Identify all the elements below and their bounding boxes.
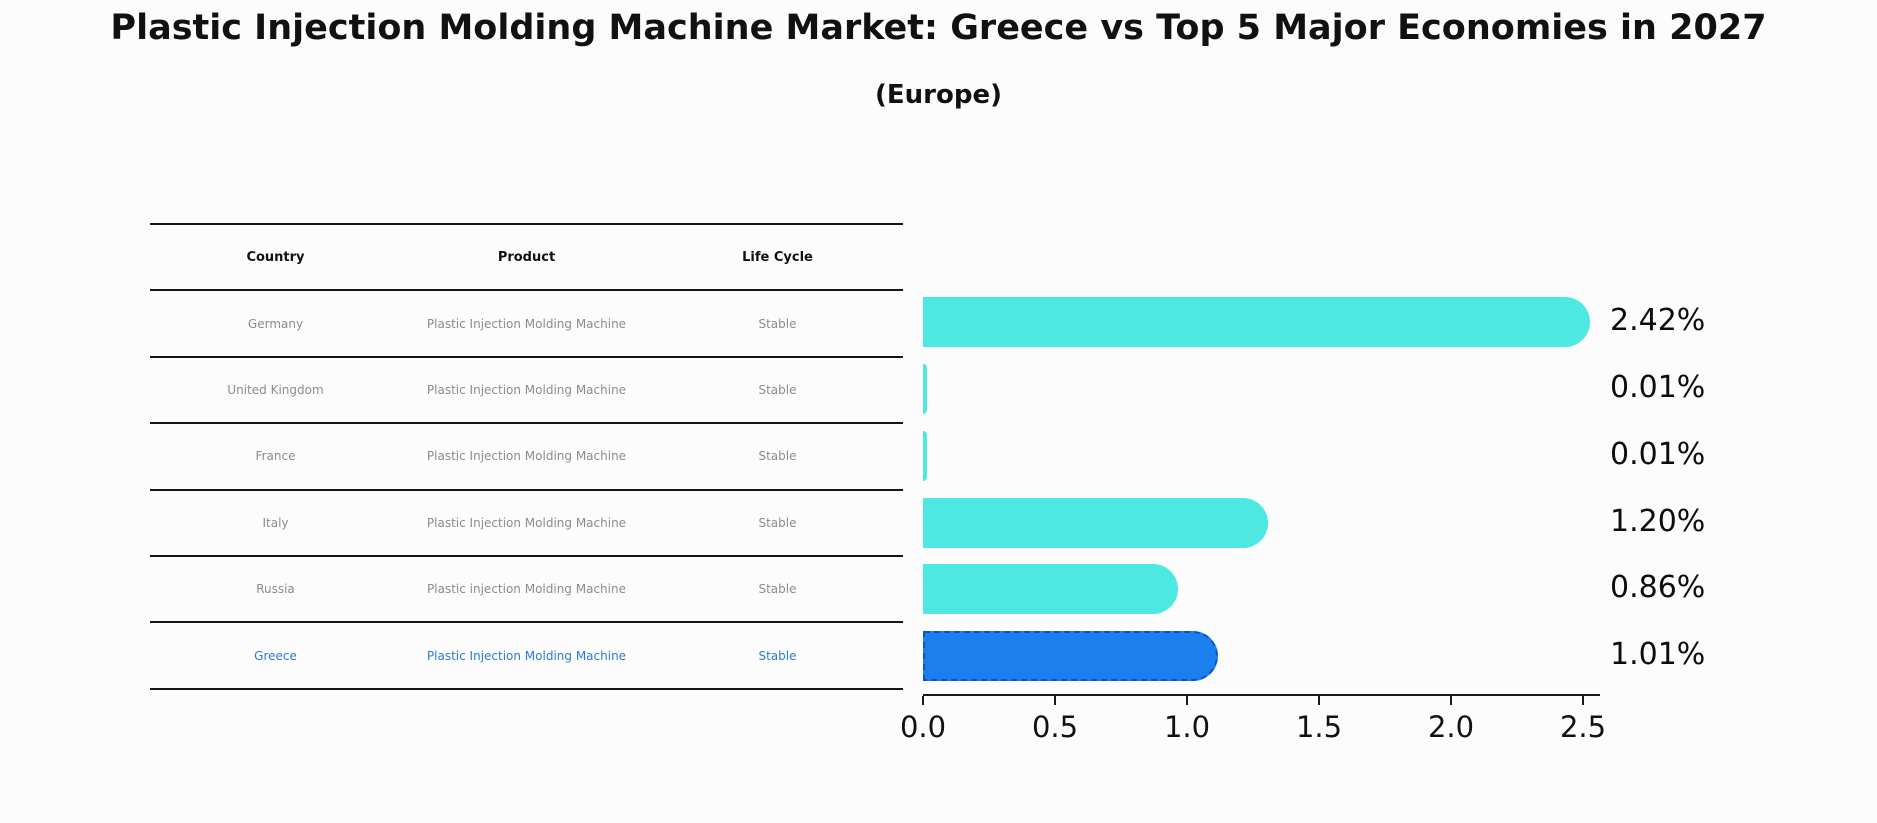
x-axis-tick xyxy=(1582,696,1584,705)
table-row: Russia Plastic injection Molding Machine S… xyxy=(150,554,903,621)
x-axis-tick-label: 1.0 xyxy=(1163,710,1211,744)
bar-russia xyxy=(923,564,1179,614)
market-table: Country Product Life Cycle Germany Plasti… xyxy=(150,223,903,690)
bar-france xyxy=(923,431,927,481)
cell-country: France xyxy=(255,449,296,464)
table-row: Germany Plastic Injection Molding Machine… xyxy=(150,289,903,355)
x-axis-tick xyxy=(922,696,924,705)
cell-lifecycle: Stable xyxy=(758,316,797,331)
cell-lifecycle: Stable xyxy=(758,515,797,530)
cell-country: Greece xyxy=(254,648,297,663)
table-row: United Kingdom Plastic Injection Molding … xyxy=(150,355,903,422)
table-row: France Plastic Injection Molding Machine S… xyxy=(150,422,903,488)
table-row: Greece Plastic Injection Molding Machine S… xyxy=(150,621,903,687)
cell-product: Plastic injection Molding Machine xyxy=(427,582,626,597)
bar-united-kingdom xyxy=(923,364,927,414)
bar-value-label: 1.20% xyxy=(1610,504,1706,539)
table-header-row: Country Product Life Cycle xyxy=(150,223,903,289)
x-axis-tick xyxy=(1318,696,1320,705)
x-axis-tick-label: 2.5 xyxy=(1559,710,1607,744)
cell-lifecycle: Stable xyxy=(758,582,797,597)
cell-country: Germany xyxy=(247,316,304,331)
bar-greece xyxy=(923,631,1218,681)
cell-product: Plastic Injection Molding Machine xyxy=(426,515,627,530)
x-axis-tick xyxy=(1186,696,1188,705)
cell-lifecycle: Stable xyxy=(758,382,797,397)
bar-value-label: 1.01% xyxy=(1610,637,1706,672)
cell-lifecycle: Stable xyxy=(758,648,797,663)
bar-value-label: 0.01% xyxy=(1610,370,1706,405)
page-subtitle: (Europe) xyxy=(875,80,1002,110)
cell-product: Plastic Injection Molding Machine xyxy=(426,648,627,663)
bar-value-label: 0.01% xyxy=(1610,437,1706,472)
bar-germany xyxy=(923,297,1590,347)
cell-country: Russia xyxy=(256,582,295,597)
x-axis-tick xyxy=(1450,696,1452,705)
bar-value-label: 0.86% xyxy=(1610,570,1706,605)
cell-lifecycle: Stable xyxy=(758,449,797,464)
x-axis-tick-label: 0.0 xyxy=(899,710,947,744)
bar-value-label: 2.42% xyxy=(1610,303,1706,338)
header-cell-product: Product xyxy=(497,249,556,265)
header-cell-lifecycle: Life Cycle xyxy=(742,249,813,265)
header-cell-country: Country xyxy=(246,249,305,265)
page-title: Plastic Injection Molding Machine Market… xyxy=(110,8,1767,48)
bar-italy xyxy=(923,498,1268,548)
table-row: Italy Plastic Injection Molding Machine St… xyxy=(150,488,903,555)
x-axis-tick-label: 1.5 xyxy=(1295,710,1343,744)
x-axis-tick xyxy=(1054,696,1056,705)
x-axis-tick-label: 0.5 xyxy=(1031,710,1079,744)
cell-product: Plastic Injection Molding Machine xyxy=(426,449,627,464)
cell-country: Italy xyxy=(262,515,289,530)
cell-product: Plastic Injection Molding Machine xyxy=(426,316,627,331)
cell-product: Plastic Injection Molding Machine xyxy=(426,382,627,397)
x-axis-line xyxy=(923,694,1600,696)
x-axis-tick-label: 2.0 xyxy=(1427,710,1475,744)
cell-country: United Kingdom xyxy=(227,382,324,397)
